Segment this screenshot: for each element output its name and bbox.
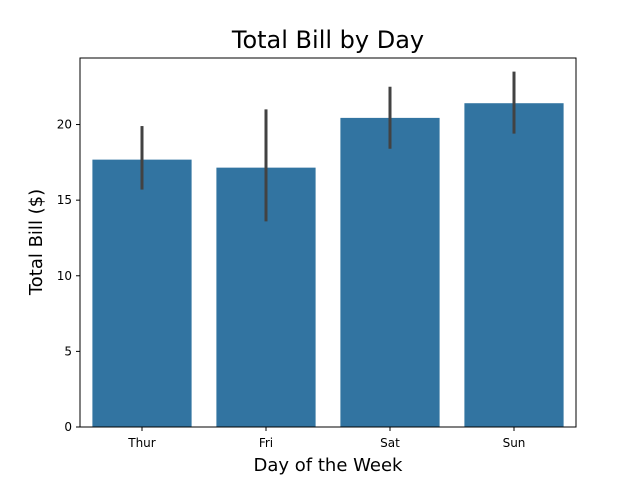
bars-group	[92, 103, 564, 428]
y-tick-label: 20	[57, 118, 72, 132]
x-tick-label-thur: Thur	[127, 436, 156, 450]
chart-title: Total Bill by Day	[231, 26, 424, 54]
bar-thur	[92, 159, 192, 428]
x-tick-label-sat: Sat	[380, 436, 400, 450]
bar-sun	[464, 103, 564, 427]
plot-frame	[79, 57, 577, 428]
y-axis-label: Total Bill ($)	[26, 189, 47, 296]
x-tick-label-fri: Fri	[259, 436, 273, 450]
bar-sat	[340, 117, 440, 427]
errorbars-group	[140, 71, 516, 222]
x-axis-ticks: Thur Fri Sat Sun	[127, 427, 525, 450]
x-axis-label: Day of the Week	[254, 455, 403, 476]
y-tick-label: 0	[64, 420, 72, 434]
x-tick-label-sun: Sun	[503, 436, 526, 450]
y-tick-label: 10	[57, 269, 72, 283]
y-tick-label: 15	[57, 193, 72, 207]
y-axis-ticks: 0 5 10 15 20	[57, 118, 80, 434]
y-tick-label: 5	[64, 344, 72, 358]
